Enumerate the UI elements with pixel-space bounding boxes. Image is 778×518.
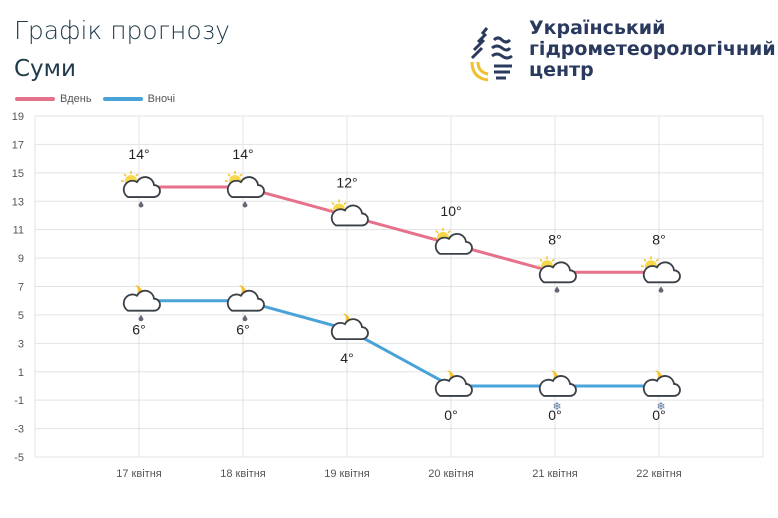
city-name: Суми — [14, 56, 76, 82]
data-label: 6° — [132, 322, 145, 338]
x-tick-label: 20 квітня — [428, 468, 474, 480]
data-label: 4° — [340, 350, 353, 366]
y-tick-label: -1 — [14, 395, 24, 407]
data-label: 6° — [236, 322, 249, 338]
data-label: 8° — [548, 231, 561, 247]
org-line: Український — [529, 17, 666, 39]
y-tick-label: 13 — [12, 196, 24, 208]
organization-name: Український гідрометеорологічний центр — [529, 18, 776, 81]
svg-text:❄: ❄ — [552, 401, 561, 413]
y-tick-label: -5 — [14, 452, 24, 464]
moon-cloud-rain-icon — [226, 284, 265, 322]
y-tick-label: 5 — [18, 310, 24, 322]
x-tick-label: 19 квітня — [324, 468, 370, 480]
sun-cloud-icon — [433, 227, 473, 255]
x-tick-label: 21 квітня — [532, 468, 578, 480]
x-tick-label: 17 квітня — [116, 468, 162, 480]
y-tick-label: 3 — [18, 338, 24, 350]
data-label: 8° — [652, 231, 665, 247]
org-line: гідрометеорологічний — [529, 38, 776, 60]
data-label: 12° — [336, 174, 357, 190]
y-tick-label: 17 — [12, 139, 24, 151]
legend-night-swatch[interactable] — [102, 97, 143, 101]
legend-day-swatch[interactable] — [15, 97, 55, 101]
data-label: 14° — [128, 146, 149, 162]
moon-cloud-snow-icon: ❄ — [538, 369, 577, 413]
data-label: 10° — [440, 203, 461, 219]
y-tick-label: 11 — [13, 225, 24, 237]
moon-cloud-icon — [330, 313, 369, 341]
data-label: 14° — [232, 146, 253, 162]
y-tick-label: -3 — [14, 424, 24, 436]
y-tick-label: 7 — [18, 282, 24, 294]
ugmc-logo-icon — [470, 27, 513, 82]
svg-text:❄: ❄ — [656, 401, 665, 413]
data-label: 0° — [548, 407, 561, 423]
y-tick-label: 15 — [12, 168, 24, 180]
sun-cloud-rain-icon — [121, 171, 161, 208]
legend-day-label[interactable]: Вдень — [60, 93, 92, 105]
y-tick-label: 1 — [18, 367, 24, 379]
moon-cloud-snow-icon: ❄ — [642, 369, 681, 413]
y-tick-label: 9 — [18, 253, 24, 265]
sun-cloud-icon — [329, 199, 369, 227]
sun-cloud-rain-icon — [641, 256, 681, 293]
moon-cloud-icon — [434, 369, 473, 397]
moon-cloud-rain-icon — [122, 284, 161, 322]
data-label: 0° — [444, 407, 457, 423]
legend-night-label[interactable]: Вночі — [147, 93, 176, 105]
y-tick-label: 19 — [12, 111, 24, 123]
x-tick-label: 22 квітня — [636, 468, 682, 480]
legend: Вдень Вночі — [15, 93, 175, 105]
data-label: 0° — [652, 407, 665, 423]
org-line: центр — [529, 59, 594, 81]
sun-cloud-rain-icon — [225, 171, 265, 208]
sun-cloud-rain-icon — [537, 256, 577, 293]
x-tick-label: 18 квітня — [220, 468, 266, 480]
page-title: Графік прогнозу — [14, 16, 230, 45]
